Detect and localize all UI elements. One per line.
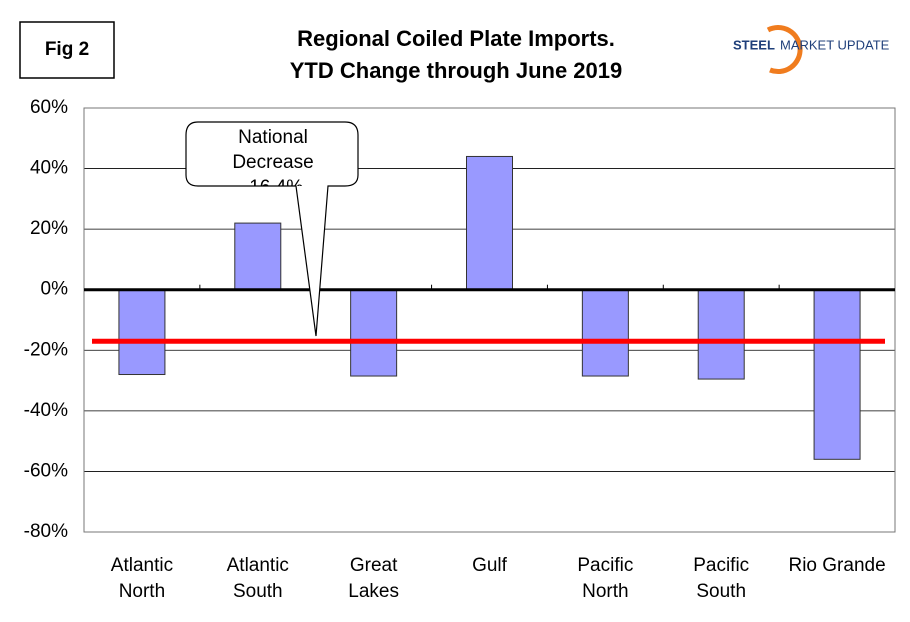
x-tick-label: Atlantic bbox=[227, 555, 289, 576]
y-tick-label: -60% bbox=[24, 460, 68, 481]
chart-title: YTD Change through June 2019 bbox=[290, 58, 623, 83]
y-tick-label: -40% bbox=[24, 400, 68, 421]
y-tick-label: 40% bbox=[30, 158, 68, 179]
y-tick-label: -80% bbox=[24, 521, 68, 542]
chart-title: Regional Coiled Plate Imports. bbox=[297, 26, 615, 51]
x-tick-label: Atlantic bbox=[111, 555, 173, 576]
x-tick-label: South bbox=[696, 581, 746, 602]
x-tick-label: North bbox=[582, 581, 628, 602]
y-tick-label: 0% bbox=[41, 279, 69, 300]
annotation: -16.4% bbox=[243, 177, 303, 198]
logo-text: MARKET UPDATE bbox=[780, 37, 890, 52]
annotation: National bbox=[238, 127, 308, 148]
x-tick-label: Great bbox=[350, 555, 398, 576]
x-tick-label: Gulf bbox=[472, 555, 508, 576]
y-tick-label: 60% bbox=[30, 97, 68, 118]
x-tick-label: South bbox=[233, 581, 283, 602]
x-tick-label: Lakes bbox=[348, 581, 399, 602]
plot-frame bbox=[83, 107, 896, 533]
figure-label: Fig 2 bbox=[45, 39, 89, 60]
bar bbox=[118, 289, 166, 376]
logo-text: STEEL bbox=[733, 37, 775, 52]
bar bbox=[581, 289, 629, 377]
fig-box bbox=[19, 21, 115, 79]
bar bbox=[234, 222, 282, 291]
bar bbox=[813, 289, 861, 460]
x-tick-label: Rio Grande bbox=[788, 555, 885, 576]
callout-text: National Decrease -16.4% bbox=[232, 127, 313, 198]
bar bbox=[350, 289, 398, 377]
y-tick-label: 20% bbox=[30, 218, 68, 239]
bar bbox=[697, 289, 745, 380]
x-tick-label: Pacific bbox=[577, 555, 633, 576]
annotation: Decrease bbox=[232, 152, 313, 173]
x-tick-label: Pacific bbox=[693, 555, 749, 576]
callout bbox=[185, 121, 359, 337]
bar bbox=[466, 155, 513, 291]
logo-swoosh bbox=[766, 25, 803, 75]
x-tick-label: North bbox=[119, 581, 165, 602]
y-tick-label: -20% bbox=[24, 339, 68, 360]
